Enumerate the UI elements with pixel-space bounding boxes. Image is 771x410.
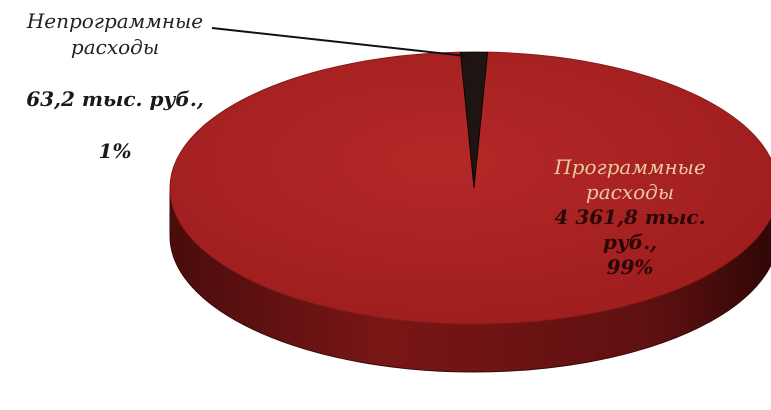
label-program-value-3: 99% [606,255,654,279]
pie-slice-program-expenses [169,51,771,325]
label-nonprogram-name-2: расходы [70,35,160,59]
leader-line [211,27,467,57]
label-nonprogram-value-2: 1% [98,139,132,163]
label-nonprogram-expenses: Непрограммные расходы 63,2 тыс. руб., 1% [0,8,230,164]
label-nonprogram-name-1: Непрограммные [26,9,204,33]
label-program-name-2: расходы [585,180,675,204]
label-program-value-2: руб., [602,230,658,254]
pie-group [169,51,771,373]
label-program-name-1: Программные [554,155,706,179]
label-program-value-1: 4 361,8 тыс. [554,205,706,229]
label-program-expenses: Программные расходы 4 361,8 тыс. руб., 9… [525,155,735,280]
label-nonprogram-value-1: 63,2 тыс. руб., [26,87,204,111]
pie-slice-nonprogram-expenses [459,51,489,189]
